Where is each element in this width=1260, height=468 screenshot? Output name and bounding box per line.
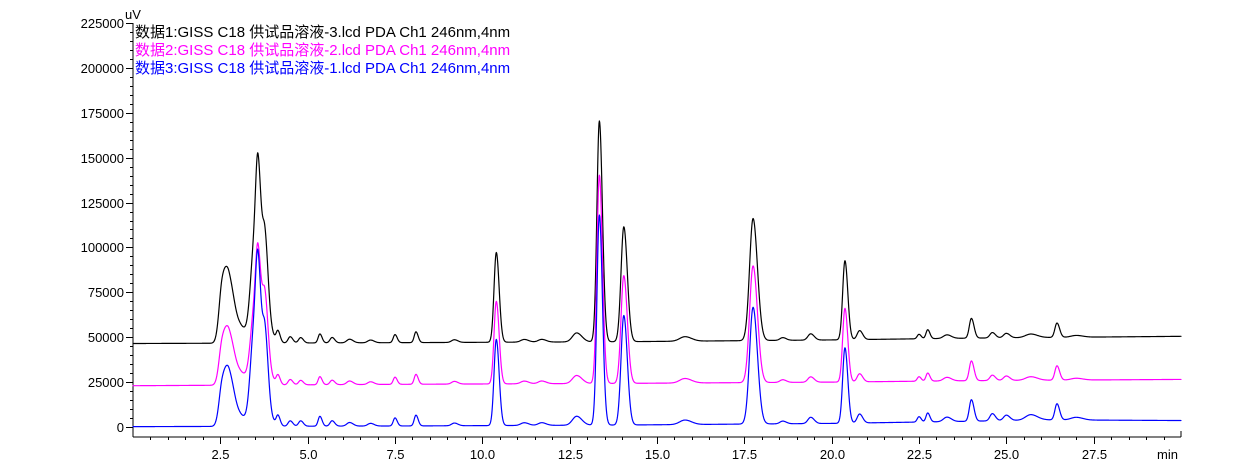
y-tick-label: 25000 (88, 375, 124, 390)
x-tick-label: 2.5 (211, 447, 229, 462)
x-tick-label: 17.5 (732, 447, 757, 462)
series-line-2 (132, 174, 1182, 387)
x-axis-unit-label: min (1157, 447, 1178, 462)
y-axis-unit-label: uV (125, 7, 141, 22)
series-line-1 (132, 120, 1182, 345)
x-tick-label: 5.0 (299, 447, 317, 462)
y-tick-label: 175000 (81, 106, 124, 121)
y-tick-label: 225000 (81, 16, 124, 31)
axes (132, 23, 1182, 438)
y-tick-label: 50000 (88, 330, 124, 345)
legend: 数据1:GISS C18 供试品溶液-3.lcd PDA Ch1 246nm,4… (135, 24, 510, 77)
tick-group: 0 25000 50000 75000 100000 125000 150000 175000… (81, 16, 1165, 462)
x-tick-label: 25.0 (994, 447, 1019, 462)
series-line-3 (132, 214, 1182, 428)
y-tick-label: 200000 (81, 61, 124, 76)
trace-group (132, 120, 1182, 428)
x-tick-label: 20.0 (820, 447, 845, 462)
x-tick-label: 22.5 (907, 447, 932, 462)
x-tick-label: 7.5 (386, 447, 404, 462)
y-tick-label: 150000 (81, 151, 124, 166)
x-tick-label: 12.5 (558, 447, 583, 462)
legend-entry-series-1: 数据1:GISS C18 供试品溶液-3.lcd PDA Ch1 246nm,4… (135, 24, 510, 41)
legend-entry-series-2: 数据2:GISS C18 供试品溶液-2.lcd PDA Ch1 246nm,4… (135, 42, 510, 59)
y-tick-label: 100000 (81, 240, 124, 255)
x-tick-label: 27.5 (1082, 447, 1107, 462)
x-tick-label: 10.0 (470, 447, 495, 462)
y-tick-label: 0 (117, 420, 124, 435)
y-tick-label: 125000 (81, 196, 124, 211)
y-tick-label: 75000 (88, 285, 124, 300)
legend-entry-series-3: 数据3:GISS C18 供试品溶液-1.lcd PDA Ch1 246nm,4… (135, 60, 510, 77)
x-tick-label: 15.0 (645, 447, 670, 462)
